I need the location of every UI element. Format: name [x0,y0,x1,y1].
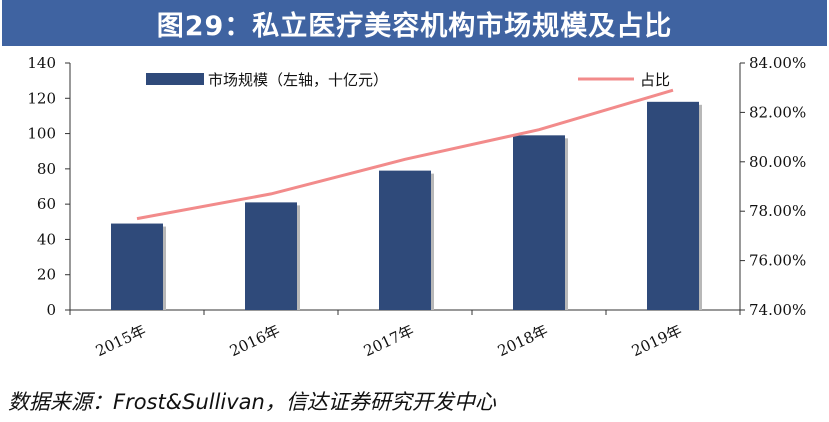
left-tick-label: 20 [37,266,56,284]
right-tick-label: 78.00% [749,202,806,220]
x-tick-label: 2018年 [495,321,551,360]
legend-swatch-bar [146,73,204,85]
right-tick-label: 76.00% [749,252,806,270]
x-tick-label: 2016年 [227,321,283,360]
right-tick-label: 74.00% [749,301,806,319]
x-tick-label: 2017年 [361,321,417,360]
chart-title: 图29：私立医疗美容机构市场规模及占比 [2,0,827,46]
left-tick-label: 60 [37,195,56,213]
bar [513,135,565,310]
source-note: 数据来源：Frost&Sullivan，信达证券研究开发中心 [8,390,496,414]
left-tick-label: 140 [27,54,56,72]
x-tick-label: 2015年 [93,321,149,360]
bar [245,202,297,310]
bar [379,170,431,310]
legend-label-bar: 市场规模（左轴，十亿元） [208,71,388,89]
left-tick-label: 80 [37,160,56,178]
bar [111,223,163,310]
right-tick-label: 80.00% [749,153,806,171]
left-tick-label: 100 [27,125,56,143]
chart-area: 0 20 40 60 80 100 120 140 74.00% 76.00% 78.00% 80.0… [0,46,829,382]
x-tick-label: 2019年 [629,321,685,360]
combo-chart: 0 20 40 60 80 100 120 140 74.00% 76.00% 78.00% 80.0… [27,54,806,360]
bar [647,101,699,310]
right-tick-label: 82.00% [749,103,806,121]
legend-label-line: 占比 [640,71,670,89]
right-tick-label: 84.00% [749,54,806,72]
left-tick-label: 0 [46,301,56,319]
left-tick-label: 120 [27,89,56,107]
left-tick-label: 40 [37,230,56,248]
